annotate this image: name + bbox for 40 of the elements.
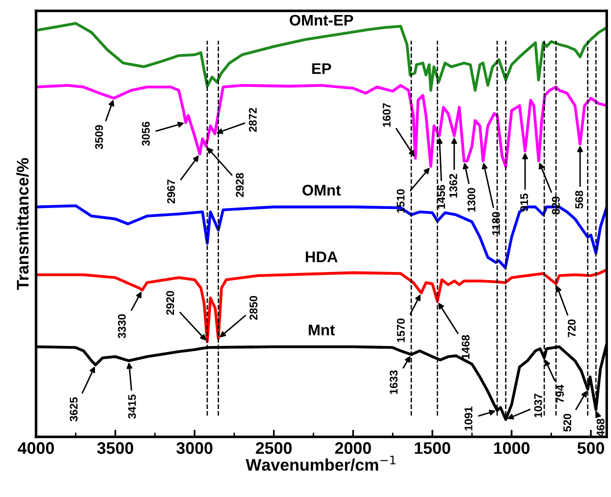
annotation: 915	[520, 194, 528, 212]
x-tick-label: 4000	[18, 442, 54, 454]
annotation: 1510	[396, 189, 405, 213]
annotation: 2872	[248, 108, 257, 132]
y-axis-title: Transmittance/%	[16, 158, 29, 290]
series-label: OMnt-EP	[290, 14, 354, 26]
annotation: 1607	[382, 103, 391, 127]
annotation: 1037	[534, 394, 542, 418]
annotation: 1633	[390, 370, 398, 394]
annotation: 3056	[142, 122, 150, 146]
x-tick-label: 500	[577, 442, 604, 454]
annotation: 3415	[128, 394, 136, 419]
annotation: 720	[568, 319, 576, 338]
annotation: 520	[563, 414, 572, 432]
x-tick-label: 1500	[414, 442, 450, 454]
annotation: 3625	[70, 397, 78, 422]
x-axis-title: Wavenumber/cm$^{−1}$	[246, 456, 396, 471]
annotation: 2850	[250, 296, 258, 320]
x-tick-label: 2500	[256, 442, 292, 454]
x-tick-label: 2000	[335, 442, 371, 454]
x-tick-label: 1000	[494, 442, 530, 454]
annotation: 1362	[449, 174, 458, 198]
x-tick-label: 3000	[176, 442, 212, 454]
annotation: 1570	[396, 318, 405, 342]
annotation: 3509	[95, 125, 103, 150]
annotation: 1091	[464, 406, 472, 430]
annotation: 2920	[166, 290, 174, 315]
series-label: OMnt	[302, 184, 341, 196]
annotation: 1468	[462, 335, 470, 359]
series-label: Mnt	[308, 324, 335, 336]
annotation: 1180	[492, 212, 500, 235]
annotation: 468	[596, 418, 604, 437]
annotation: 2928	[236, 173, 244, 198]
series-label: HDA	[306, 252, 338, 262]
annotation: 3330	[118, 314, 126, 338]
annotation: 2967	[167, 180, 176, 204]
annotation: 1300	[468, 188, 476, 212]
annotation: 568	[575, 190, 584, 209]
x-tick-label: 3500	[97, 442, 134, 454]
series-label: EP	[312, 63, 332, 74]
